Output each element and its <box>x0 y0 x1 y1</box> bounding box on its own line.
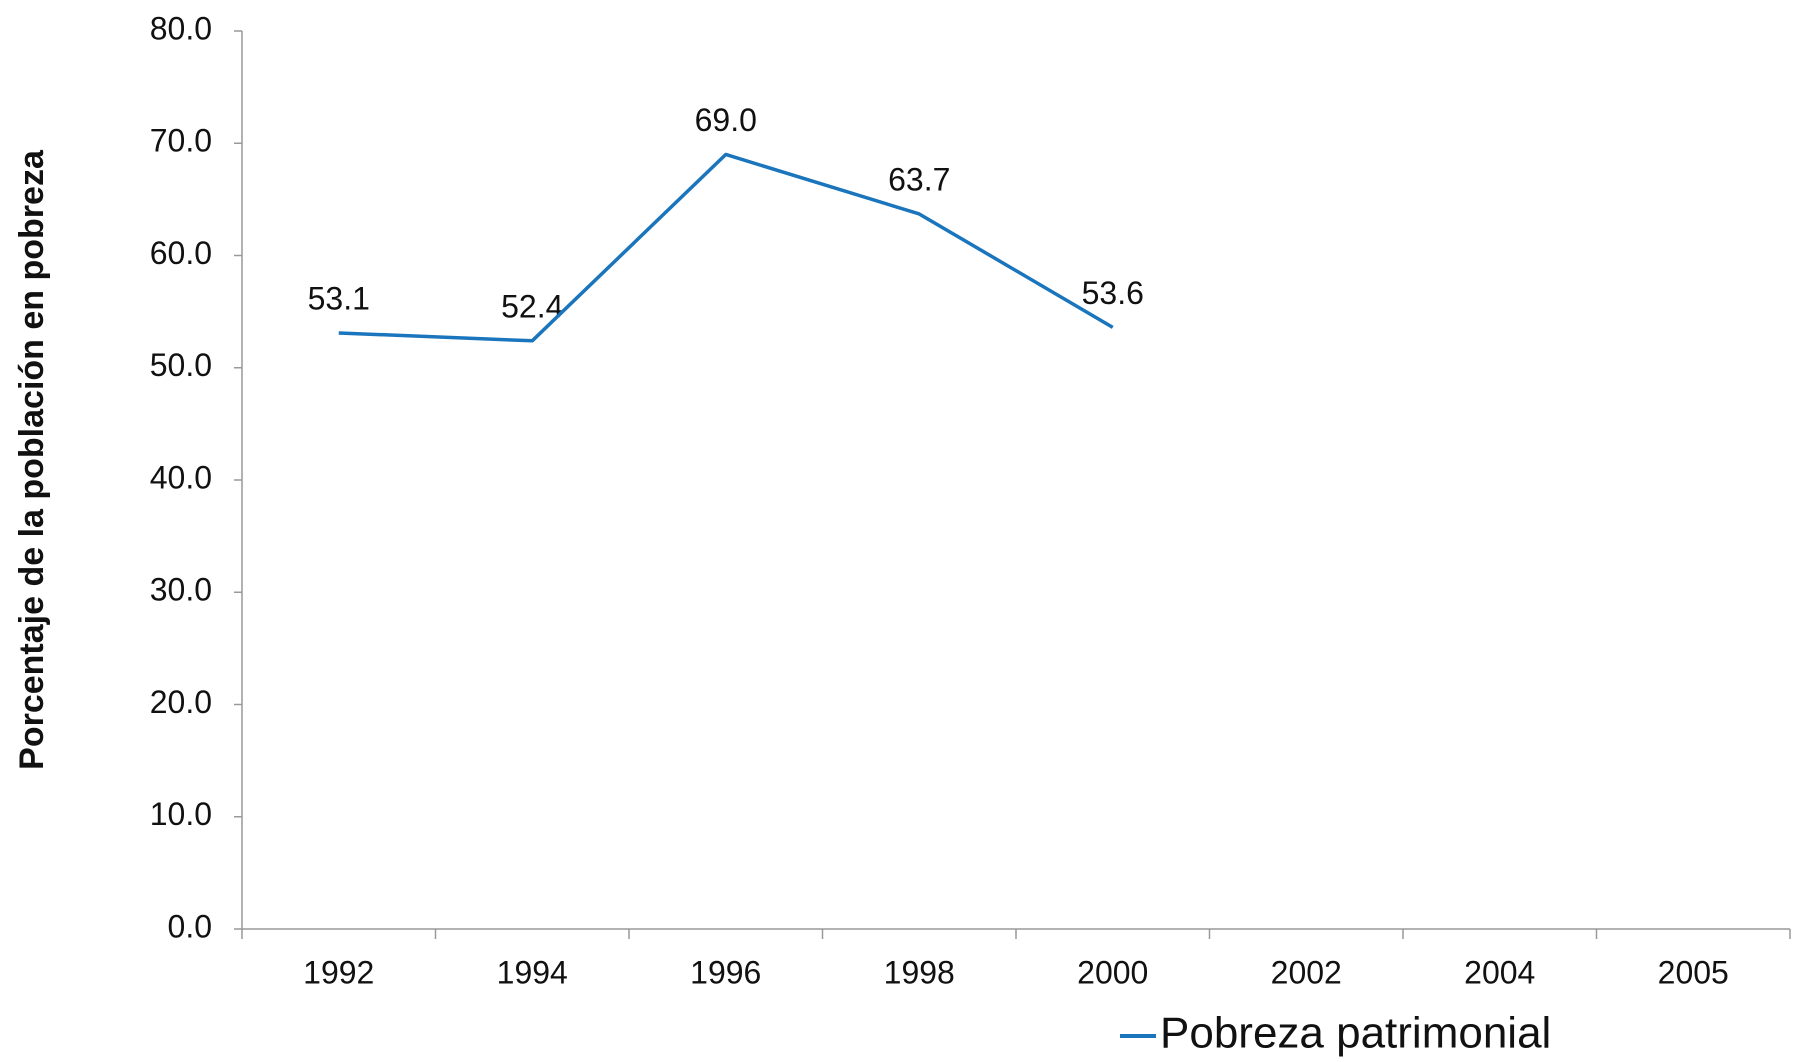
y-tick-label: 10.0 <box>150 796 212 832</box>
x-tick-label: 2005 <box>1658 954 1729 990</box>
x-tick-label: 1998 <box>884 954 955 990</box>
data-label: 53.1 <box>308 280 370 316</box>
data-label: 63.7 <box>888 161 950 197</box>
y-tick-label: 0.0 <box>168 908 212 944</box>
x-tick-label: 2000 <box>1077 954 1148 990</box>
x-tick-label: 1994 <box>497 954 568 990</box>
data-label: 69.0 <box>695 102 757 138</box>
y-axis-label: Porcentaje de la población en pobreza <box>13 149 51 770</box>
y-tick-label: 40.0 <box>150 459 212 495</box>
y-tick-label: 50.0 <box>150 347 212 383</box>
x-tick-label: 1992 <box>303 954 374 990</box>
x-tick-label: 2004 <box>1464 954 1535 990</box>
data-label: 53.6 <box>1082 275 1144 311</box>
y-tick-label: 70.0 <box>150 123 212 159</box>
y-tick-label: 60.0 <box>150 235 212 271</box>
x-tick-label: 1996 <box>690 954 761 990</box>
line-series <box>338 152 1114 343</box>
y-tick-label: 30.0 <box>150 572 212 608</box>
y-tick-label: 20.0 <box>150 684 212 720</box>
legend-label: Pobreza patrimonial <box>1160 1009 1551 1058</box>
data-label: 52.4 <box>501 288 563 324</box>
x-tick-label: 2002 <box>1271 954 1342 990</box>
y-tick-label: 80.0 <box>150 10 212 46</box>
